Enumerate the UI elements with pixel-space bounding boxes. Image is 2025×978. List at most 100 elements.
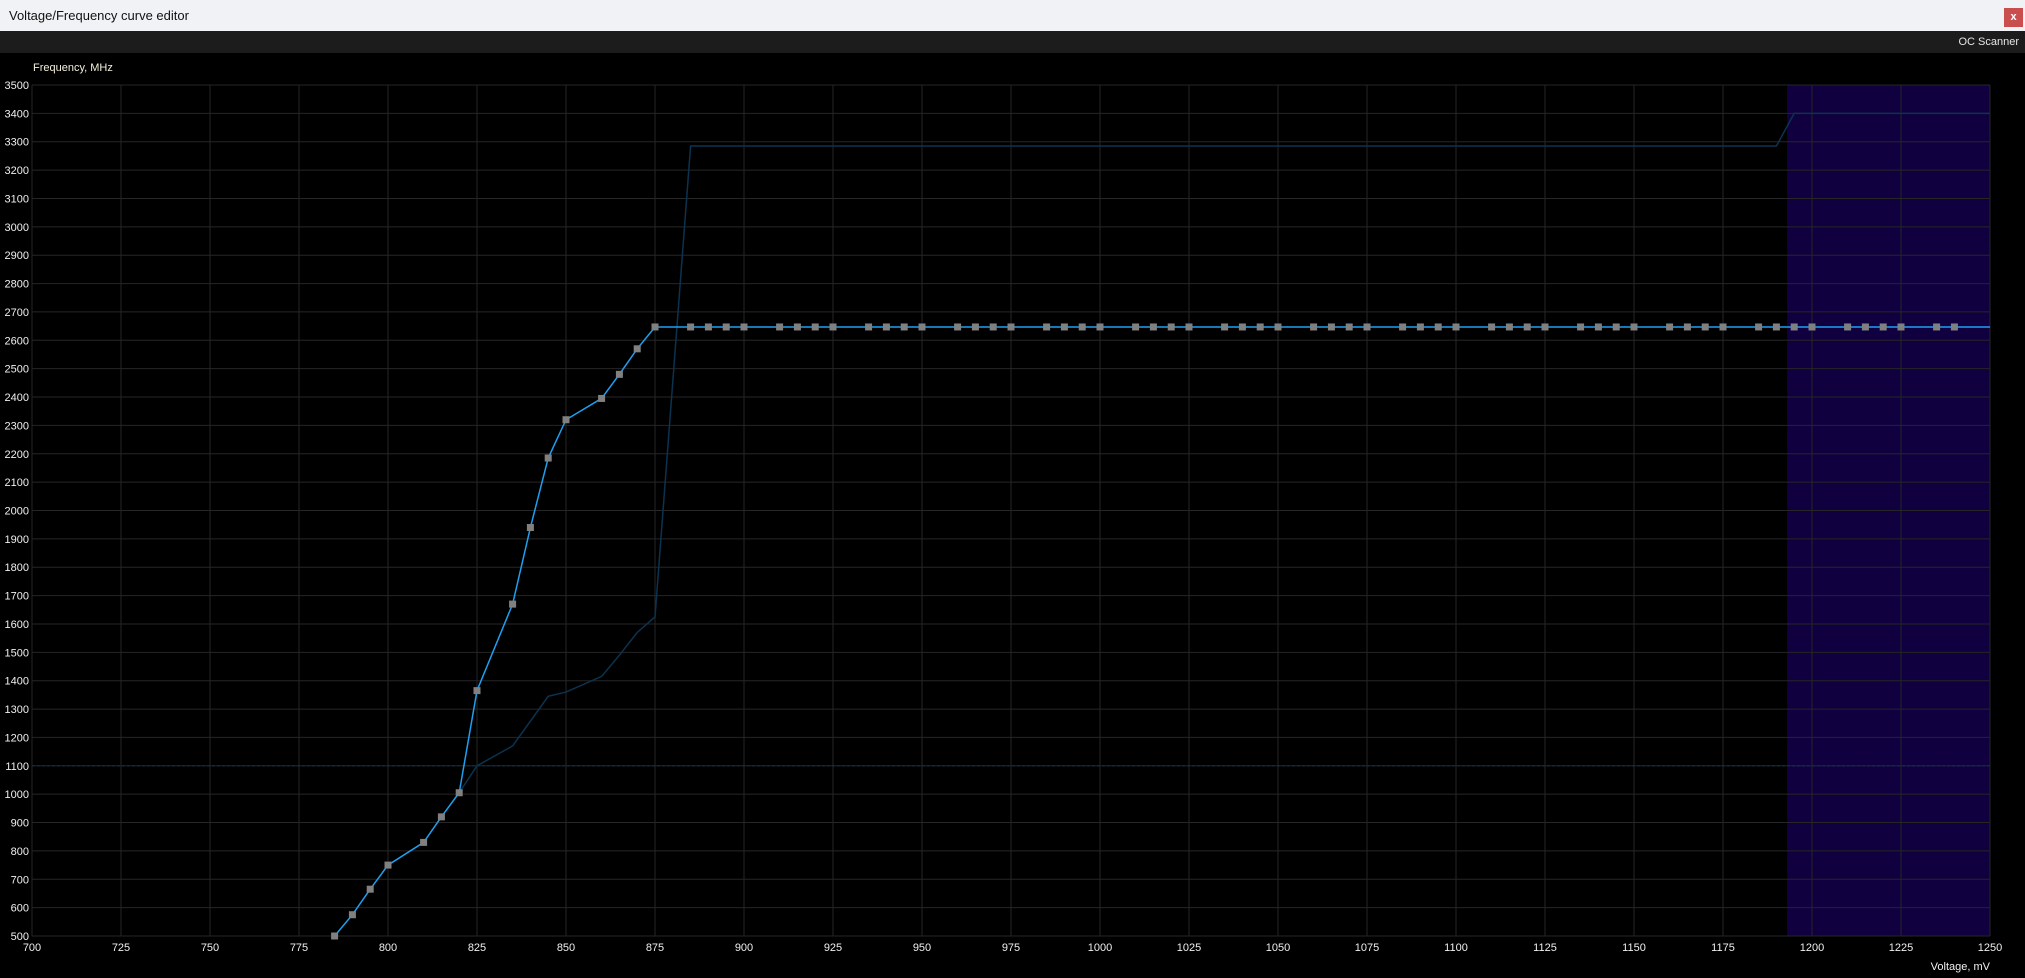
- curve-point-handle[interactable]: [704, 323, 712, 331]
- y-tick-label: 800: [11, 846, 29, 858]
- window-title: Voltage/Frequency curve editor: [9, 8, 189, 23]
- curve-point-handle[interactable]: [1060, 323, 1068, 331]
- y-tick-label: 1000: [5, 789, 29, 801]
- curve-point-handle[interactable]: [1078, 323, 1086, 331]
- curve-point-handle[interactable]: [1274, 323, 1282, 331]
- curve-point-handle[interactable]: [722, 323, 730, 331]
- curve-point-handle[interactable]: [1772, 323, 1780, 331]
- curve-point-handle[interactable]: [384, 861, 392, 869]
- vf-curve-chart[interactable]: 700 725 750 775 800 825 850 875 900 925 950 975 1000…: [0, 53, 2025, 978]
- curve-point-handle[interactable]: [1683, 323, 1691, 331]
- x-tick-label: 900: [735, 942, 753, 954]
- y-tick-label: 1500: [5, 647, 29, 659]
- curve-point-handle[interactable]: [1577, 323, 1585, 331]
- curve-point-handle[interactable]: [1221, 323, 1229, 331]
- curve-point-handle[interactable]: [1861, 323, 1869, 331]
- curve-point-handle[interactable]: [1399, 323, 1407, 331]
- oc-scanner-button[interactable]: OC Scanner: [1958, 36, 2019, 48]
- curve-point-handle[interactable]: [331, 932, 339, 940]
- curve-point-handle[interactable]: [615, 370, 623, 378]
- curve-point-handle[interactable]: [865, 323, 873, 331]
- title-bar: Voltage/Frequency curve editor x: [0, 0, 2025, 32]
- x-tick-label: 1175: [1711, 942, 1735, 954]
- curve-point-handle[interactable]: [562, 416, 570, 424]
- curve-point-handle[interactable]: [1879, 323, 1887, 331]
- curve-point-handle[interactable]: [598, 394, 606, 402]
- curve-point-handle[interactable]: [1043, 323, 1051, 331]
- y-tick-label: 3300: [5, 137, 29, 149]
- curve-point-handle[interactable]: [1666, 323, 1674, 331]
- curve-point-handle[interactable]: [989, 323, 997, 331]
- curve-point-handle[interactable]: [1701, 323, 1709, 331]
- y-tick-label: 1300: [5, 704, 29, 716]
- curve-point-handle[interactable]: [1256, 323, 1264, 331]
- curve-point-handle[interactable]: [1149, 323, 1157, 331]
- y-tick-label: 900: [11, 818, 29, 830]
- reference-curve-line: [458, 112, 1990, 794]
- curve-point-handle[interactable]: [1167, 323, 1175, 331]
- x-tick-label: 875: [646, 942, 664, 954]
- curve-point-handle[interactable]: [420, 838, 428, 846]
- curve-point-handle[interactable]: [811, 323, 819, 331]
- curve-point-handle[interactable]: [1790, 323, 1798, 331]
- curve-point-handle[interactable]: [740, 323, 748, 331]
- curve-point-handle[interactable]: [348, 911, 356, 919]
- curve-point-handle[interactable]: [437, 813, 445, 821]
- x-tick-label: 1050: [1266, 942, 1290, 954]
- y-axis-label: Frequency, MHz: [33, 62, 113, 74]
- curve-point-handle[interactable]: [1844, 323, 1852, 331]
- curve-point-handle[interactable]: [633, 345, 641, 353]
- y-tick-label: 2900: [5, 250, 29, 262]
- curve-point-handle[interactable]: [1897, 323, 1905, 331]
- curve-point-handle[interactable]: [1755, 323, 1763, 331]
- curve-point-handle[interactable]: [1594, 323, 1602, 331]
- curve-point-handle[interactable]: [526, 524, 534, 532]
- curve-point-handle[interactable]: [1007, 323, 1015, 331]
- curve-point-handle[interactable]: [473, 687, 481, 695]
- curve-point-handle[interactable]: [1363, 323, 1371, 331]
- curve-point-handle[interactable]: [1096, 323, 1104, 331]
- curve-point-handle[interactable]: [1416, 323, 1424, 331]
- curve-point-handle[interactable]: [1488, 323, 1496, 331]
- curve-point-handle[interactable]: [1310, 323, 1318, 331]
- curve-point-handle[interactable]: [1523, 323, 1531, 331]
- curve-point-handle[interactable]: [1345, 323, 1353, 331]
- curve-point-handle[interactable]: [1933, 323, 1941, 331]
- curve-point-handle[interactable]: [1612, 323, 1620, 331]
- x-tick-label: 1250: [1978, 942, 2002, 954]
- y-tick-label: 1900: [5, 534, 29, 546]
- curve-point-handle[interactable]: [1541, 323, 1549, 331]
- curve-point-handle[interactable]: [1238, 323, 1246, 331]
- curve-point-handle[interactable]: [1185, 323, 1193, 331]
- curve-point-handle[interactable]: [1808, 323, 1816, 331]
- curve-point-handle[interactable]: [1327, 323, 1335, 331]
- curve-point-handle[interactable]: [900, 323, 908, 331]
- curve-point-handle[interactable]: [829, 323, 837, 331]
- curve-point-handle[interactable]: [882, 323, 890, 331]
- curve-point-handle[interactable]: [366, 885, 374, 893]
- curve-point-handle[interactable]: [793, 323, 801, 331]
- curve-point-handle[interactable]: [1505, 323, 1513, 331]
- curve-point-handle[interactable]: [651, 323, 659, 331]
- curve-point-handle[interactable]: [918, 323, 926, 331]
- y-tick-label: 3500: [5, 80, 29, 92]
- curve-point-handle[interactable]: [1630, 323, 1638, 331]
- curve-point-handle[interactable]: [1719, 323, 1727, 331]
- curve-point-handle[interactable]: [1434, 323, 1442, 331]
- curve-point-handle[interactable]: [1452, 323, 1460, 331]
- toolbar: OC Scanner: [0, 31, 2025, 53]
- y-tick-label: 3000: [5, 222, 29, 234]
- curve-point-handle[interactable]: [455, 789, 463, 797]
- x-tick-label: 775: [290, 942, 308, 954]
- curve-point-handle[interactable]: [971, 323, 979, 331]
- curve-point-handle[interactable]: [776, 323, 784, 331]
- curve-point-handle[interactable]: [687, 323, 695, 331]
- curve-point-handle[interactable]: [1132, 323, 1140, 331]
- close-button[interactable]: x: [2004, 8, 2023, 27]
- vf-curve-line: [334, 326, 1990, 937]
- curve-point-handle[interactable]: [954, 323, 962, 331]
- curve-point-handle[interactable]: [544, 454, 552, 462]
- curve-point-handle[interactable]: [509, 600, 517, 608]
- curve-point-handle[interactable]: [1950, 323, 1958, 331]
- y-tick-label: 3400: [5, 108, 29, 120]
